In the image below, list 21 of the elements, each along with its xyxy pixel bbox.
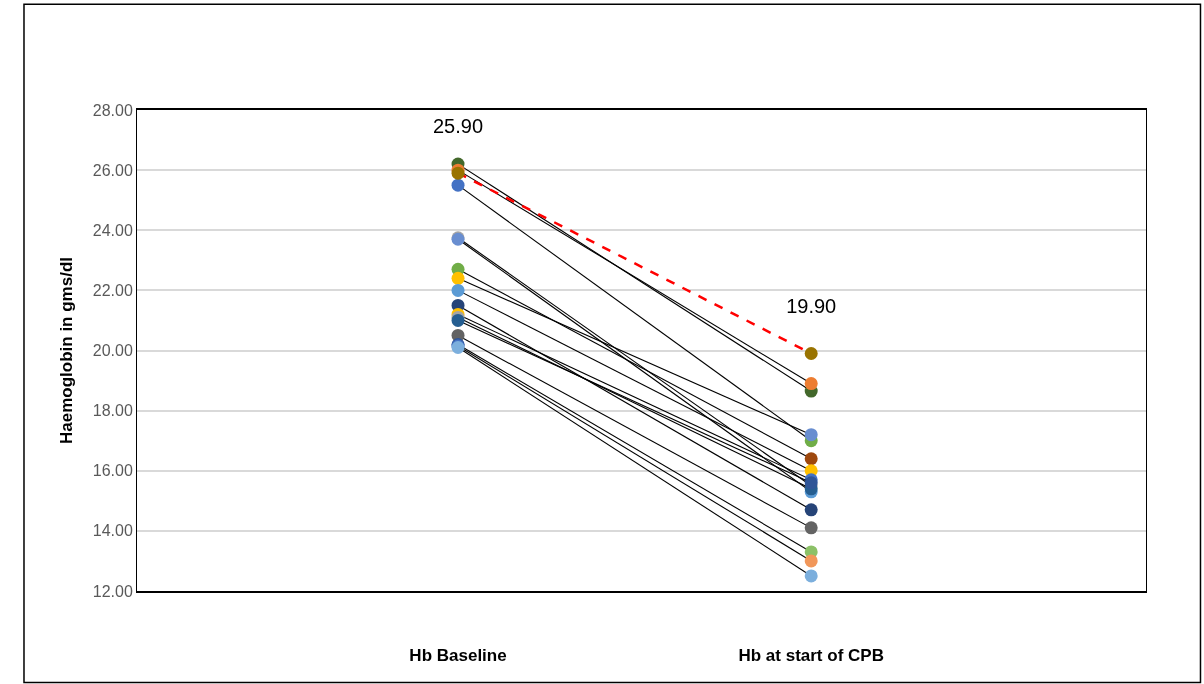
y-axis-title: Haemoglobin in gms/dl (57, 256, 77, 445)
y-tick-label: 26.00 (92, 161, 133, 179)
y-tick-label: 28.00 (92, 101, 133, 119)
point (804, 377, 818, 391)
data-label: 19.90 (786, 295, 837, 318)
y-tick-label: 18.00 (92, 402, 133, 420)
point (804, 347, 818, 360)
y-tick-label: 22.00 (92, 281, 133, 299)
point (804, 569, 818, 583)
point (804, 452, 818, 466)
y-tick-label: 14.00 (92, 522, 133, 540)
point (804, 503, 818, 517)
x-tick-label: Hb at start of CPB (738, 646, 884, 666)
data-label: 25.90 (433, 115, 484, 138)
point (804, 521, 818, 535)
y-tick-label: 20.00 (92, 342, 133, 360)
y-tick-label: 24.00 (92, 221, 133, 239)
y-tick-label: 12.00 (92, 582, 133, 600)
point (804, 554, 818, 568)
x-tick-label: Hb Baseline (409, 646, 507, 666)
y-tick-label: 16.00 (92, 462, 133, 480)
